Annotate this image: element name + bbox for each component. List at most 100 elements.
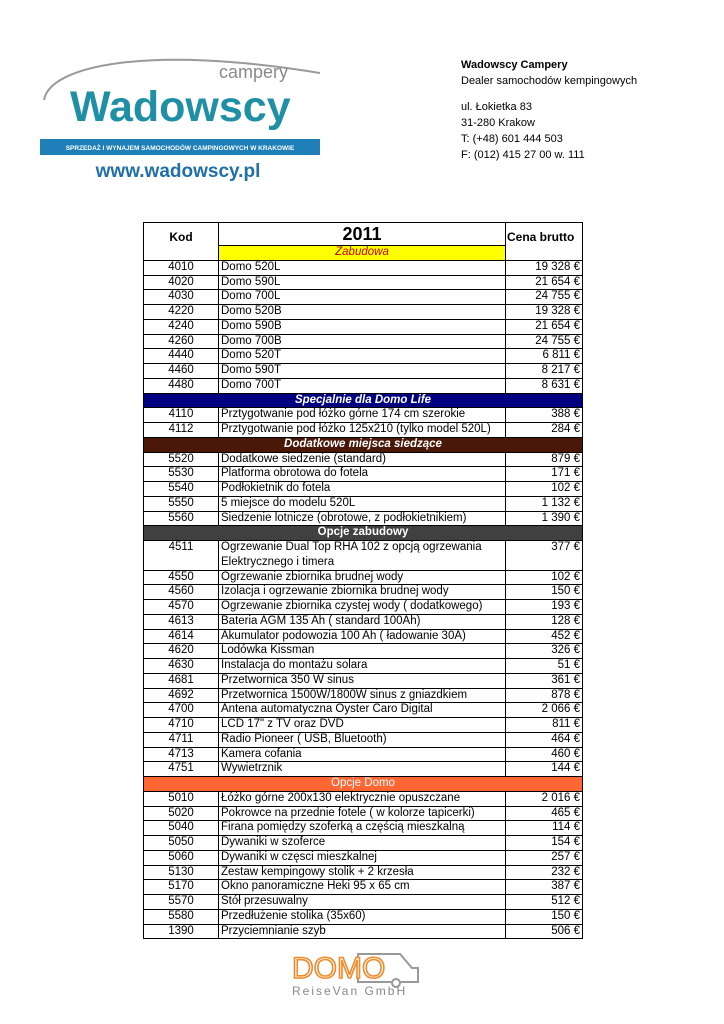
price-cell: 465 € [505, 805, 583, 822]
logo: campery Wadowscy SPRZEDAŻ I WYNAJEM SAMO… [40, 58, 321, 182]
description-cell: Domo 700B [218, 333, 506, 350]
van-wheel [391, 978, 401, 988]
description-cell: 5 miejsce do modelu 520L [218, 495, 506, 512]
description-cell: Zestaw kempingowy stolik + 2 krzesła [218, 864, 506, 881]
price-cell: 19 328 € [505, 259, 583, 276]
code-cell: 4010 [143, 259, 219, 276]
contact-line: Dealer samochodów kempingowych [461, 75, 638, 87]
price-cell: 114 € [505, 820, 583, 836]
description-cell: Ogrzewanie zbiornika czystej wody ( doda… [218, 599, 506, 615]
description-cell: Bateria AGM 135 Ah ( standard 100Ah) [218, 613, 506, 630]
price-cell: 154 € [505, 835, 583, 851]
code-cell: 4613 [143, 613, 219, 630]
price-cell: 512 € [505, 894, 583, 910]
logo-sub: campery [219, 62, 288, 82]
code-cell: 4630 [143, 658, 219, 674]
footer-sub: ReiseVan GmbH [292, 984, 407, 998]
description-cell: Okno panoramiczne Heki 95 x 65 cm [218, 879, 506, 895]
price-cell: 1 132 € [505, 495, 583, 512]
price-cell: 102 € [505, 481, 583, 497]
code-cell: 4240 [143, 318, 219, 335]
description-cell: Domo 520L [218, 259, 506, 276]
code-cell: 4480 [143, 377, 219, 394]
code-cell: 5170 [143, 879, 219, 895]
code-cell: 4620 [143, 643, 219, 659]
section-title: Specjalnie dla Domo Life [143, 392, 583, 409]
price-cell: 506 € [505, 923, 583, 940]
code-cell: 5010 [143, 790, 219, 807]
code-cell: 5060 [143, 849, 219, 866]
price-cell: 1 390 € [505, 510, 583, 527]
code-cell: 5050 [143, 835, 219, 851]
van-outline [357, 953, 419, 983]
price-cell: 464 € [505, 731, 583, 748]
description-cell: Instalacja do montażu solara [218, 658, 506, 674]
description-cell: Domo 700T [218, 377, 506, 394]
description-cell: Dywaniki w szoferce [218, 835, 506, 851]
tagline: SPRZEDAŻ I WYNAJEM SAMOCHODÓW CAMPINGOWY… [66, 143, 295, 152]
description-cell: Antena automatyczna Oyster Caro Digital [218, 702, 506, 718]
code-cell: 4110 [143, 407, 219, 423]
description-cell: Prztygotwanie pod łóżko górne 174 cm sze… [218, 407, 506, 423]
price-cell: 21 654 € [505, 318, 583, 335]
contact: Wadowscy Campery Dealer samochodów kempi… [461, 57, 637, 163]
price-cell: 387 € [505, 879, 583, 895]
code-cell: 4713 [143, 746, 219, 763]
code-cell: 4710 [143, 717, 219, 733]
description-cell: Kamera cofania [218, 746, 506, 763]
price-cell: 19 328 € [505, 304, 583, 320]
description-cell: Wywietrznik [218, 761, 506, 777]
header-cell: Kod [143, 222, 219, 261]
description-cell: Domo 520B [218, 304, 506, 320]
description-cell: Podłokietnik do fotela [218, 481, 506, 497]
code-cell: 5540 [143, 481, 219, 497]
description-cell: Lodówka Kissman [218, 643, 506, 659]
description-line: Elektrycznego i timera [221, 555, 335, 568]
header-cell: Cena brutto [505, 222, 583, 261]
code-cell: 5020 [143, 805, 219, 822]
description-cell: Domo 520T [218, 348, 506, 364]
code-cell: 4681 [143, 672, 219, 689]
code-cell: 4692 [143, 687, 219, 704]
description-cell: Platforma obrotowa do fotela [218, 466, 506, 482]
price-cell: 452 € [505, 628, 583, 645]
contact-line: ul. Łokietka 83 [461, 101, 532, 113]
code-cell: 4260 [143, 333, 219, 350]
price-cell: 24 755 € [505, 333, 583, 350]
price-cell: 232 € [505, 864, 583, 881]
description-cell: Przyciemnianie szyb [218, 923, 506, 940]
price-cell: 21 654 € [505, 274, 583, 291]
description-line: Ogrzewanie Dual Top RHA 102 z opcją ogrz… [221, 541, 482, 553]
description-cell: Ogrzewanie zbiornika brudnej wody [218, 569, 506, 586]
section-title: Zabudowa [218, 245, 506, 261]
description-cell: Dodatkowe siedzenie (standard) [218, 451, 506, 468]
code-cell: 5580 [143, 908, 219, 925]
price-cell: 257 € [505, 849, 583, 866]
price-cell: 8 217 € [505, 363, 583, 379]
price-cell: 171 € [505, 466, 583, 482]
description-cell: Siedzenie lotnicze (obrotowe, z podłokie… [218, 510, 506, 527]
code-cell: 4440 [143, 348, 219, 364]
description-cell: Przetwornica 1500W/1800W sinus z gniazdk… [218, 687, 506, 704]
description-cell: Dywaniki w częsci mieszkalnej [218, 849, 506, 866]
section-title: Opcje zabudowy [143, 525, 583, 541]
description-cell: Stół przesuwalny [218, 894, 506, 910]
code-cell: 5550 [143, 495, 219, 512]
price-cell: 193 € [505, 599, 583, 615]
description-cell: Radio Pioneer ( USB, Bluetooth) [218, 731, 506, 748]
price-cell: 388 € [505, 407, 583, 423]
price-cell: 150 € [505, 584, 583, 600]
code-cell: 4550 [143, 569, 219, 586]
description-cell: Pokrowce na przednie fotele ( w kolorze … [218, 805, 506, 822]
code-cell: 5130 [143, 864, 219, 881]
logo-url: www.wadowscy.pl [95, 161, 261, 182]
contact-line: F: (012) 415 27 00 w. 111 [461, 149, 585, 161]
logo-word: Wadowscy [70, 83, 291, 131]
header-cell: 2011 [218, 222, 506, 246]
code-cell: 4460 [143, 363, 219, 379]
swoosh [43, 58, 321, 101]
code-cell: 5040 [143, 820, 219, 836]
price-cell: 128 € [505, 613, 583, 630]
code-cell: 4614 [143, 628, 219, 645]
